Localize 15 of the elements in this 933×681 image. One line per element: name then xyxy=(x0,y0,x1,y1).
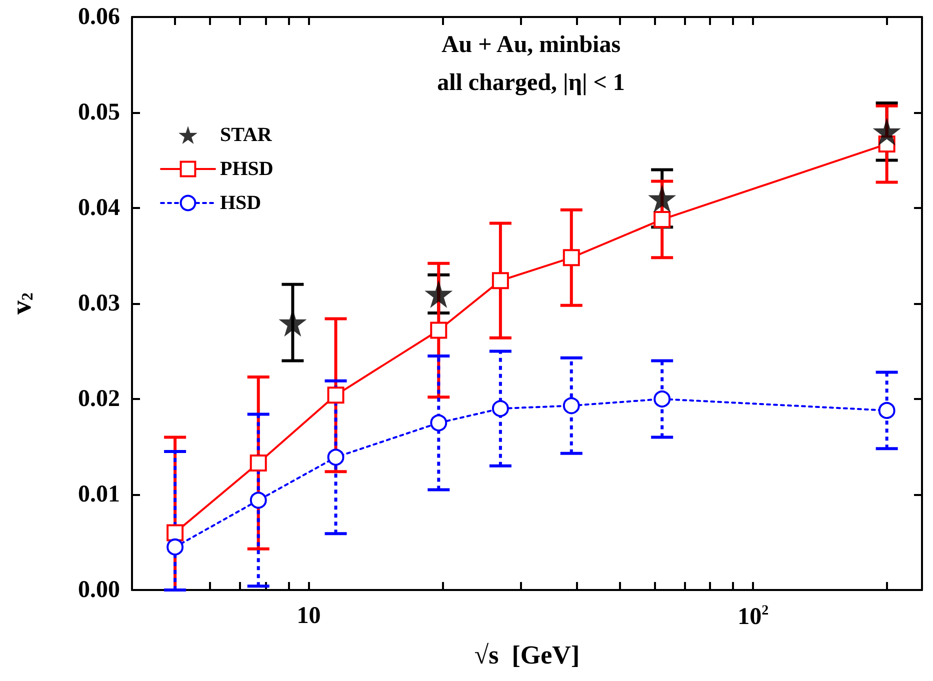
y-tick-label: 0.00 xyxy=(78,577,120,603)
x-axis-title: √s [GeV] xyxy=(474,640,580,670)
y-tick-label: 0.06 xyxy=(78,4,120,30)
legend-label: HSD xyxy=(220,192,262,214)
x-tick-label: 10 xyxy=(296,603,321,629)
y-axis-title: v2 xyxy=(6,292,38,314)
y-tick-label: 0.01 xyxy=(78,482,120,508)
y-tick-label: 0.03 xyxy=(78,290,120,316)
y-tick-label: 0.05 xyxy=(78,100,120,126)
y-tick-label: 0.04 xyxy=(78,195,120,221)
text: all charged, |η| < 1 xyxy=(437,70,625,96)
legend-label: STAR xyxy=(220,124,272,146)
legend-label: PHSD xyxy=(220,158,274,180)
text: Au + Au, minbias xyxy=(441,32,621,58)
y-tick-label: 0.02 xyxy=(78,386,120,412)
